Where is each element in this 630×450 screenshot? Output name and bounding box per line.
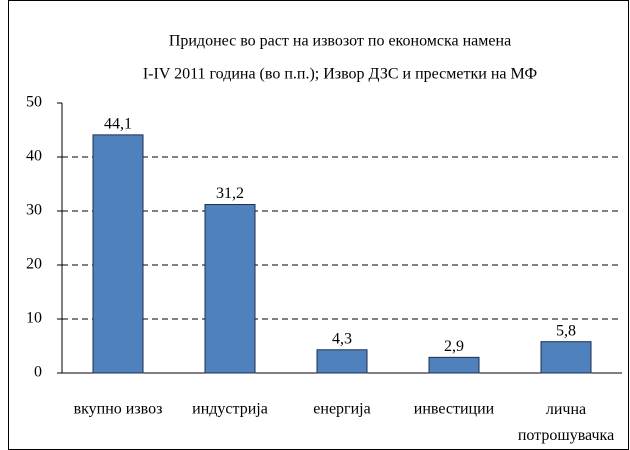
chart-subtitle: I-IV 2011 година (во п.п.); Извор ДЗС и … [143, 66, 537, 83]
chart-title: Придонес во раст на извозот по економска… [169, 33, 511, 50]
x-tick-label: лична потрошувачка [518, 401, 614, 444]
y-tick-label: 10 [26, 310, 42, 327]
bar [540, 341, 592, 374]
x-tick-label: инвестиции [414, 401, 495, 418]
value-label: 31,2 [216, 185, 244, 202]
value-label: 4,3 [332, 330, 352, 347]
bar [316, 349, 368, 374]
value-label: 44,1 [104, 116, 132, 133]
bar [204, 204, 256, 374]
y-tick-label: 0 [34, 364, 42, 381]
y-tick-label: 50 [26, 94, 42, 111]
value-label: 2,9 [444, 338, 464, 355]
y-tick-label: 30 [26, 202, 42, 219]
y-tick-label: 20 [26, 256, 42, 273]
y-tick-label: 40 [26, 148, 42, 165]
x-tick-label: вкупно извоз [74, 401, 163, 418]
bar [92, 134, 144, 374]
x-tick-label: индустрија [192, 401, 268, 418]
value-label: 5,8 [556, 322, 576, 339]
bar [428, 356, 480, 374]
x-tick-label: енергија [313, 401, 370, 418]
